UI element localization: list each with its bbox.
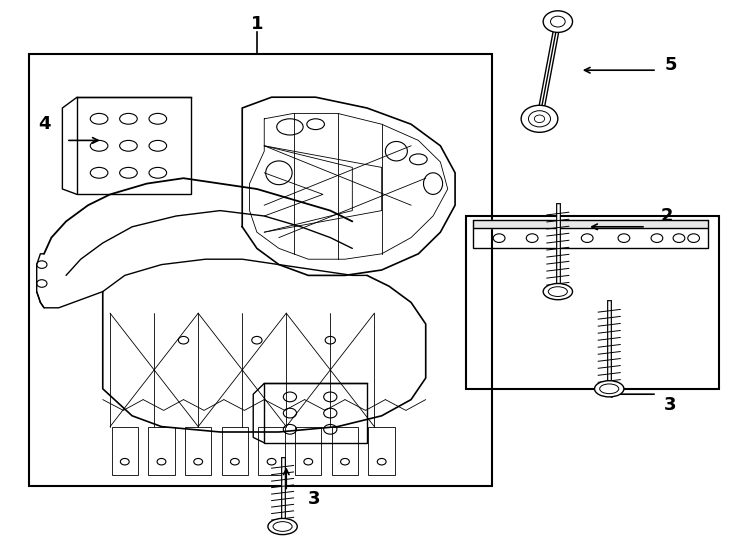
Ellipse shape <box>543 11 573 32</box>
Ellipse shape <box>595 381 624 397</box>
Bar <box>222 427 248 475</box>
Ellipse shape <box>543 284 573 300</box>
Bar <box>258 427 285 475</box>
Bar <box>473 228 708 248</box>
Bar <box>264 383 367 443</box>
Text: 3: 3 <box>308 490 321 509</box>
Bar <box>368 427 395 475</box>
Text: 5: 5 <box>664 56 677 74</box>
Ellipse shape <box>521 105 558 132</box>
Bar <box>185 427 211 475</box>
Text: 4: 4 <box>37 115 51 133</box>
Text: 1: 1 <box>250 15 264 33</box>
Bar <box>295 427 321 475</box>
Polygon shape <box>473 220 708 228</box>
Bar <box>148 427 175 475</box>
Text: 3: 3 <box>664 396 677 414</box>
Text: 2: 2 <box>661 207 673 225</box>
Bar <box>29 54 492 486</box>
Bar <box>332 427 358 475</box>
Ellipse shape <box>268 518 297 535</box>
Bar <box>466 216 719 389</box>
Bar <box>112 427 138 475</box>
